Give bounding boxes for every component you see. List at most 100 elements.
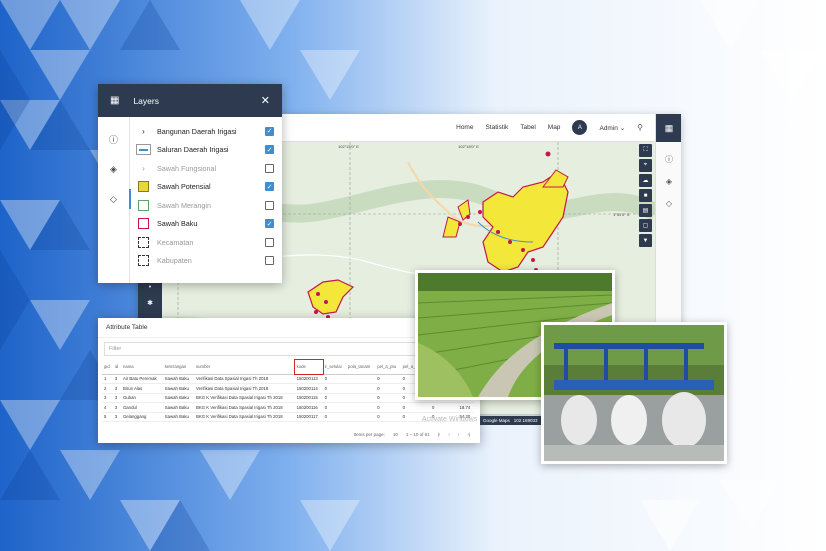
column-header[interactable]: keterangan [162,360,195,375]
first-page-icon[interactable]: |‹ [437,432,441,437]
nav-map[interactable]: Map [547,124,561,131]
table-cell [345,393,376,403]
nav-tabel[interactable]: Tabel [520,124,536,131]
table-cell: 0 [322,383,346,394]
table-cell: 0 [430,412,458,422]
layer-row[interactable]: › Sawah Fungsional [130,159,282,178]
grid-icon[interactable]: ▦ [656,114,681,142]
column-header[interactable]: ir_selulai [322,360,346,375]
close-icon[interactable]: ✕ [260,95,270,107]
table-cell: Guban [120,393,163,403]
nav-statistik[interactable]: Statistik [485,124,509,131]
stack-icon[interactable]: ◇ [98,189,131,209]
avatar[interactable]: A [572,120,588,135]
table-cell: Verifikasi Data Spasial Irigasi Th 2018 [194,383,295,394]
table-cell: Sawah Baku [162,383,195,394]
coord-label-3: 1°51'0" S [613,212,630,217]
layers-title: Layers [133,95,159,106]
coord-label-1: 102°15'0" E [338,144,359,149]
layer-checkbox[interactable]: ✓ [265,182,274,192]
column-header[interactable]: nama [120,360,163,375]
table-cell: 2 [102,383,113,394]
table-cell: 18.74 [457,402,474,413]
table-cell [345,402,376,413]
table-cell: Gandul [120,402,163,413]
table-cell [345,383,376,394]
table-cell: BKG K Verifikasi Data Spasial Irigasi Th… [194,402,295,413]
dot-icon[interactable]: • [148,284,152,291]
table-row[interactable]: 4 3 Gandul Sawah Baku BKG K Verifikasi Data … [102,402,474,413]
layer-label: Bangunan Daerah Irigasi [157,126,237,136]
stack-icon[interactable]: ◇ [665,198,673,208]
layer-row[interactable]: Saluran Daerah Irigasi ✓ [130,141,282,160]
layer-row[interactable]: Kabupaten [130,252,282,271]
table-cell: 0 [375,402,401,413]
attribute-table-title: Attribute Table [106,324,148,331]
layer-checkbox[interactable]: ✓ [265,126,274,136]
layer-label: Sawah Fungsional [157,163,217,173]
table-cell: BKG K Verifikasi Data Spasial Irigasi Th… [194,393,295,403]
pager-size-select[interactable]: 10 [392,432,398,437]
table-cell: 150200116 [294,402,323,413]
column-header[interactable]: gid [102,360,113,375]
column-header[interactable]: pola_tanam [345,360,376,375]
info-icon[interactable]: ⓘ [665,154,673,164]
table-cell: 3 [112,383,121,394]
attribution-text: Google Maps [483,418,510,423]
layer-row[interactable]: Kecamatan [130,233,282,252]
table-cell: 150200113 [294,374,323,384]
gear-icon[interactable]: ✱ [147,300,153,307]
polygon-swatch-icon [136,236,151,248]
next-page-icon[interactable]: › [457,432,460,437]
layer-checkbox[interactable] [265,200,274,210]
layers-header: ▦ Layers ✕ [98,84,282,117]
chevron-right-icon[interactable]: › [142,163,145,173]
table-cell: 0 [322,374,346,384]
layers-icon[interactable]: ◈ [110,163,117,174]
table-cell: 0 [430,402,458,413]
column-header[interactable]: id [112,360,121,375]
search-icon[interactable]: ⚲ [637,123,643,132]
layer-checkbox[interactable] [265,163,274,173]
column-header[interactable]: pel_a_ptu [375,360,401,375]
user-name: Admin [599,124,618,132]
chevron-right-icon[interactable]: › [142,126,145,136]
layer-checkbox[interactable] [265,237,274,247]
layer-checkbox[interactable]: ✓ [265,145,274,155]
print-icon[interactable]: ▤ [639,204,652,217]
table-cell: 0 [375,374,401,384]
filter-icon[interactable]: ▼ [639,234,652,247]
polygon-swatch-icon [136,199,151,211]
layer-checkbox[interactable]: ✓ [265,219,274,229]
line-swatch-icon [136,144,151,156]
layer-checkbox[interactable] [265,256,274,266]
table-cell: 4 [102,402,113,413]
fullscreen-icon[interactable]: ⛶ [639,144,652,157]
grid-icon: ▦ [110,95,120,106]
info-icon[interactable]: ⓘ [108,134,118,145]
layer-row[interactable]: Sawah Baku ✓ [130,215,282,234]
column-header[interactable]: sumber [194,360,295,375]
nav-home[interactable]: Home [456,124,474,131]
square-icon[interactable]: ■ [639,189,652,202]
layer-row[interactable]: Sawah Merangin [130,196,282,215]
cloud-icon[interactable]: ☁ [639,174,652,187]
frame-icon[interactable]: ▢ [639,219,652,232]
prev-page-icon[interactable]: ‹ [448,432,450,437]
layer-row[interactable]: Sawah Potensial ✓ [130,178,282,197]
chevron-down-icon: ⌄ [619,124,626,132]
last-page-icon[interactable]: ›| [467,432,470,437]
user-menu[interactable]: Admin ⌄ [599,124,625,132]
table-cell: BKG K Verifikasi Data Spasial Irigasi Th… [194,412,295,422]
table-row[interactable]: 5 3 Gelanggang Sawah Baku BKG K Verifikasi D… [102,412,474,422]
table-cell: 0 [322,412,346,422]
table-cell: 150200114 [294,383,323,394]
map-attribution: Google Maps 102.169033 [480,416,541,425]
layers-panel: ▦ Layers ✕ ⓘ ◈ ◇ › Bangunan Daerah Irigas… [98,84,282,283]
layer-row[interactable]: › Bangunan Daerah Irigasi ✓ [130,122,282,141]
layers-icon[interactable]: ◈ [665,176,673,186]
column-header[interactable]: kode [293,359,324,375]
table-cell: Verifikasi Data Spasial Irigasi Th 2018 [194,374,295,384]
table-cell: Sawah Baku [162,402,195,413]
locate-icon[interactable]: ⌖ [639,159,652,172]
